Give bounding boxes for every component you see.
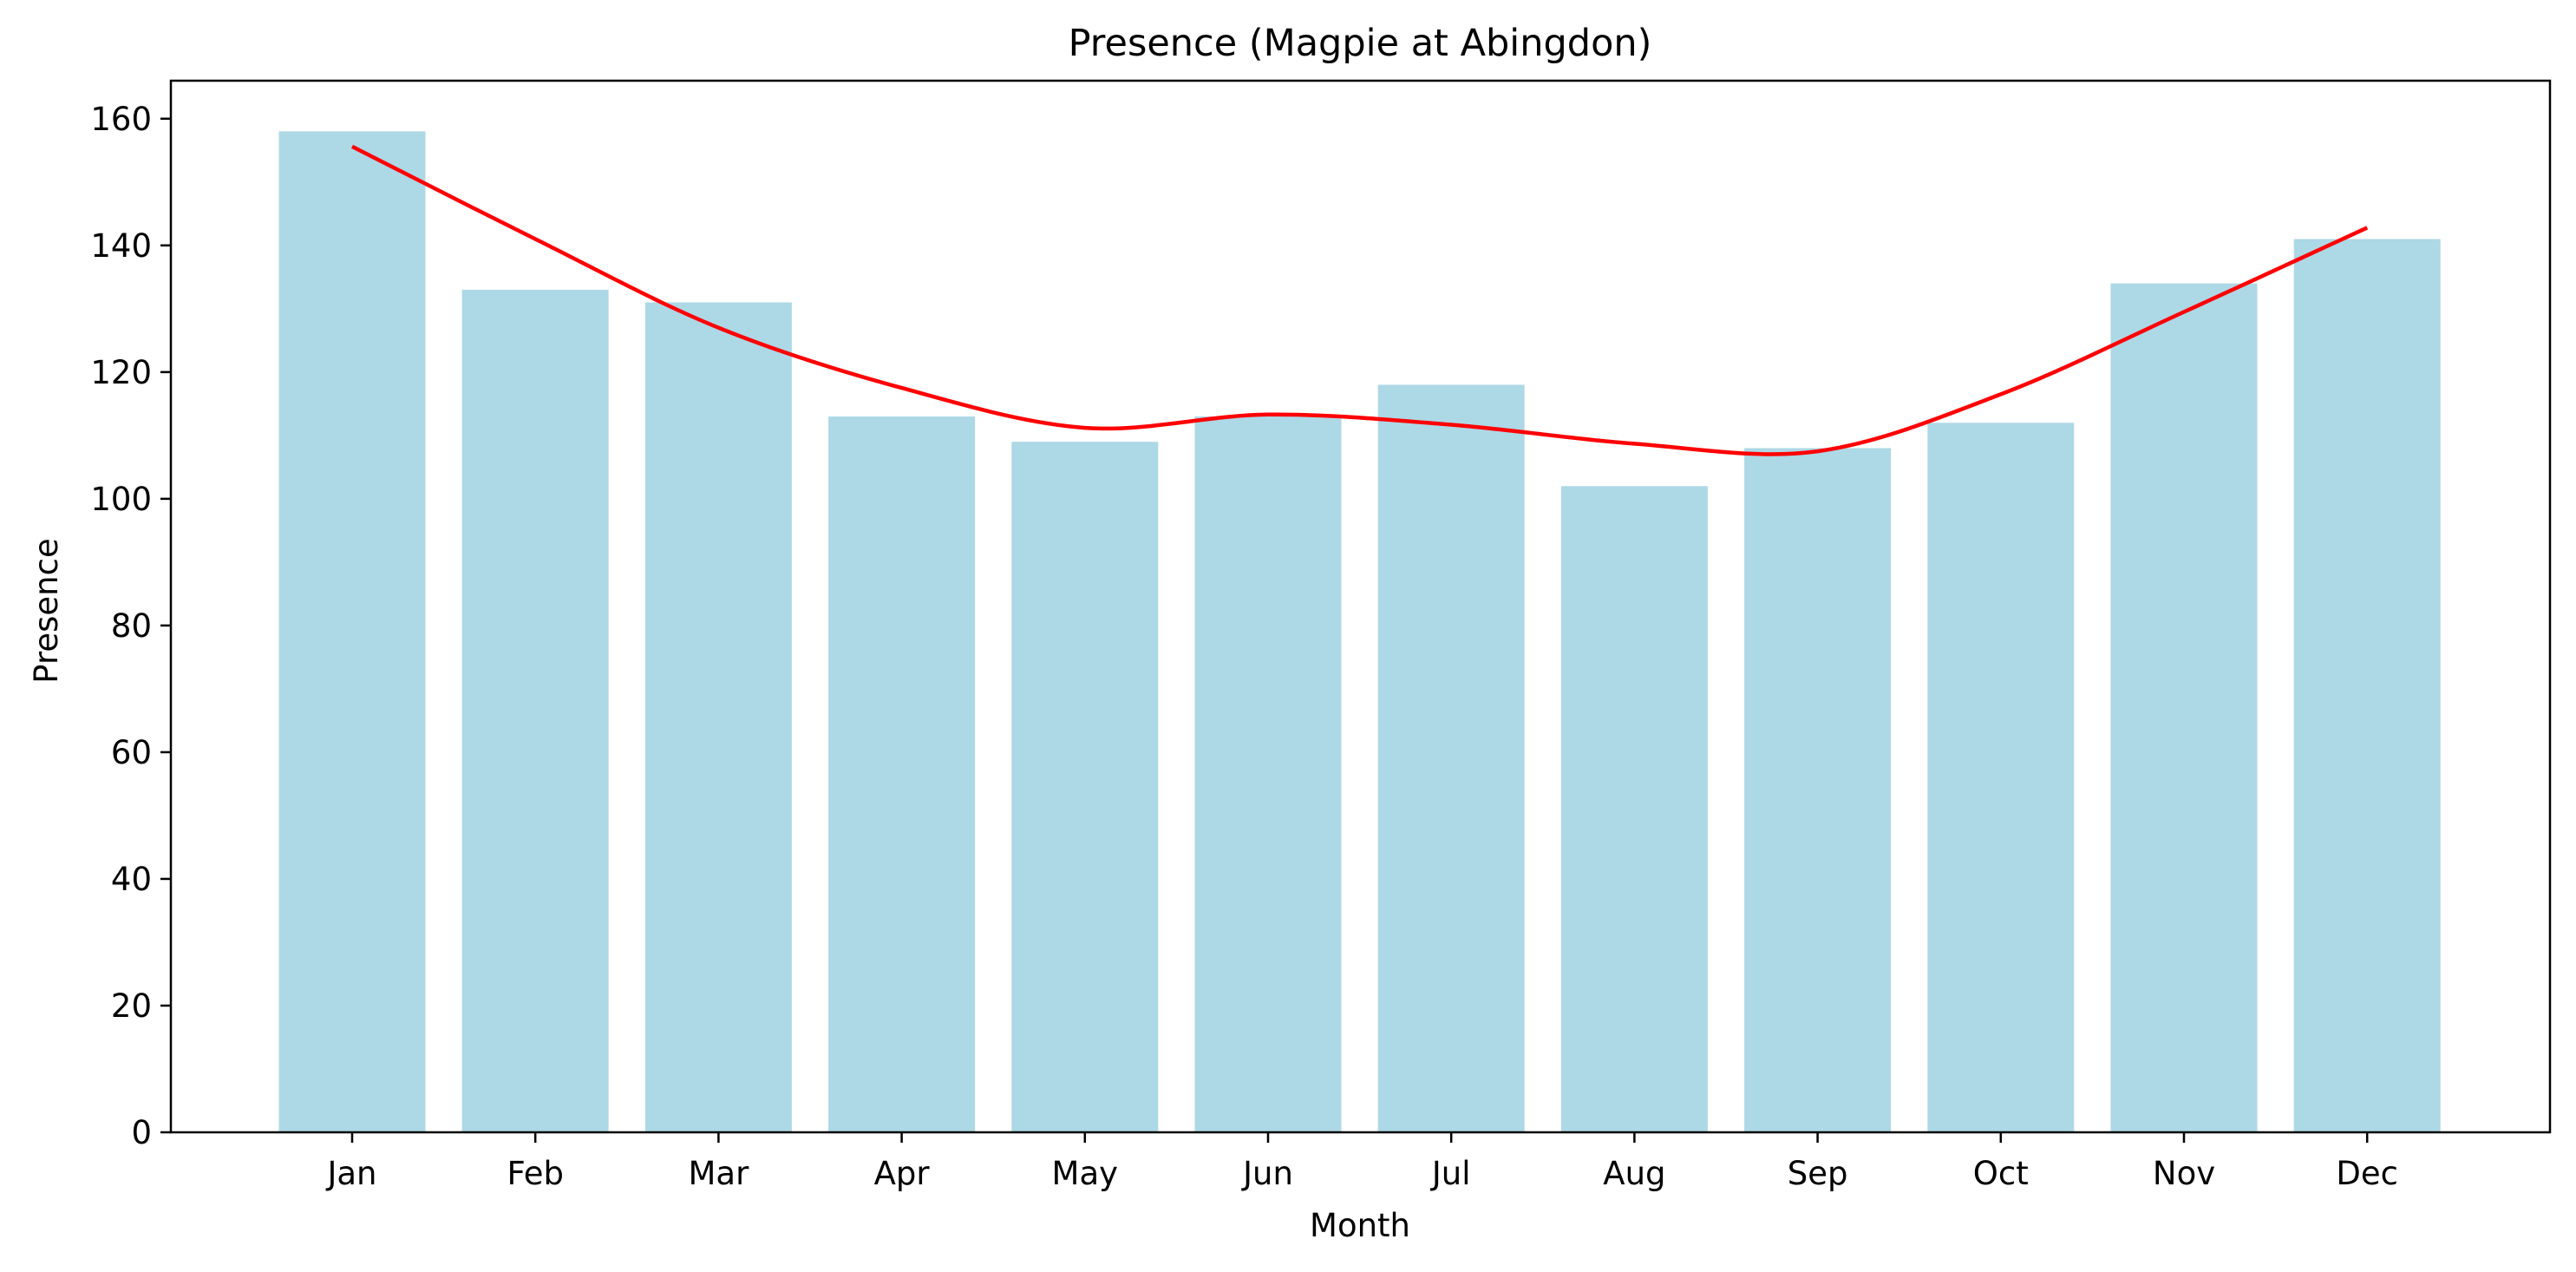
x-tick-label-jan: Jan xyxy=(325,1155,376,1192)
bar-jan xyxy=(278,131,426,1132)
x-tick-label-jul: Jul xyxy=(1430,1155,1471,1192)
y-tick-label-120: 120 xyxy=(90,354,152,391)
bar-sep xyxy=(1744,448,1892,1132)
plot-frame xyxy=(169,79,2552,1134)
bar-mar xyxy=(644,302,792,1132)
y-tick-label-80: 80 xyxy=(111,607,152,645)
x-tick-label-nov: Nov xyxy=(2153,1155,2215,1192)
x-tick-label-jun: Jun xyxy=(1241,1155,1293,1192)
bar-jun xyxy=(1194,416,1342,1132)
x-tick-label-oct: Oct xyxy=(1973,1155,2029,1192)
y-tick-label-40: 40 xyxy=(111,861,152,898)
bar-dec xyxy=(2293,239,2441,1132)
bar-nov xyxy=(2110,283,2258,1132)
bar-apr xyxy=(828,416,976,1132)
trend-layer xyxy=(350,144,2369,456)
bar-jul xyxy=(1377,384,1525,1132)
x-axis-label: Month xyxy=(1310,1207,1410,1244)
chart-title: Presence (Magpie at Abingdon) xyxy=(1069,22,1652,65)
x-tick-label-may: May xyxy=(1052,1155,1119,1192)
x-tick-label-mar: Mar xyxy=(688,1155,749,1192)
y-tick-label-100: 100 xyxy=(90,481,152,518)
y-axis-label: Presence xyxy=(28,538,65,683)
bar-oct xyxy=(1927,423,2075,1133)
y-tick-label-160: 160 xyxy=(90,101,152,138)
x-tick-label-aug: Aug xyxy=(1603,1155,1665,1192)
y-tick-label-60: 60 xyxy=(111,734,152,771)
bar-may xyxy=(1011,442,1159,1132)
x-tick-label-feb: Feb xyxy=(507,1155,564,1192)
x-tick-label-dec: Dec xyxy=(2336,1155,2398,1192)
x-axis-ticks: Jan Feb Mar Apr May Jun Jul Aug Sep Oct Nov Dec xyxy=(325,1132,2398,1192)
y-tick-label-0: 0 xyxy=(131,1114,152,1151)
trend-line xyxy=(350,144,2369,456)
bar-feb xyxy=(461,289,609,1132)
y-axis-ticks: 0 20 40 60 80 100 120 140 160 xyxy=(90,101,171,1151)
bars xyxy=(278,131,2441,1133)
bar-aug xyxy=(1560,486,1708,1132)
y-tick-label-140: 140 xyxy=(90,227,152,265)
x-tick-label-sep: Sep xyxy=(1788,1155,1848,1192)
x-tick-label-apr: Apr xyxy=(874,1155,931,1192)
y-tick-label-20: 20 xyxy=(111,987,152,1025)
